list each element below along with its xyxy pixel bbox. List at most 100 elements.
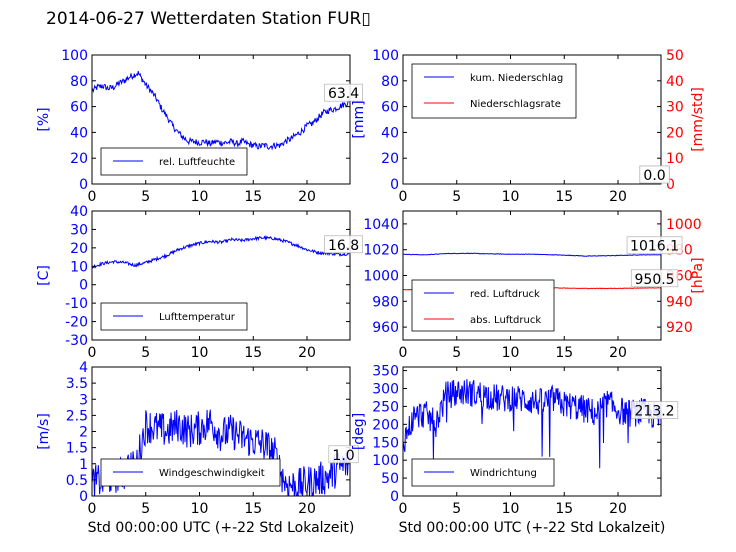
series-line	[92, 409, 350, 496]
y-tick-label: 100	[372, 453, 399, 469]
y-tick-label: 980	[372, 294, 399, 310]
x-tick-label: 15	[555, 501, 573, 517]
y-tick-label: 0	[79, 177, 88, 193]
value-box	[626, 236, 683, 255]
y-tick-label: 1	[79, 457, 88, 473]
y-tick-label: 0	[79, 489, 88, 505]
series-group	[92, 409, 350, 496]
y-tick-label: 2.5	[66, 408, 88, 424]
y-tick-label-right: 50	[666, 48, 684, 64]
y-tick-label: 50	[381, 471, 399, 487]
y-axis-label-right: [hPa]	[690, 257, 706, 293]
y-axis-label: [%]	[36, 107, 52, 131]
legend: Lufttemperatur	[100, 302, 248, 331]
x-axis-label: Std 00:00:00 UTC (+-22 Std Lokalzeit)	[88, 520, 355, 536]
value-box	[630, 401, 679, 420]
y-tick-label: 2	[79, 425, 88, 441]
x-tick-label: 20	[298, 189, 316, 205]
x-tick-label: 10	[502, 189, 520, 205]
y-tick-label: 40	[381, 125, 399, 141]
x-tick-label: 10	[502, 501, 520, 517]
y-tick-label: 10	[70, 259, 88, 275]
series-line	[403, 379, 661, 469]
x-axis-label: Std 00:00:00 UTC (+-22 Std Lokalzeit)	[399, 520, 666, 536]
legend-box	[411, 279, 555, 332]
y-tick-label: 40	[70, 125, 88, 141]
x-tick-label: 5	[452, 501, 461, 517]
value-box	[324, 235, 363, 254]
x-tick-label: 0	[88, 345, 97, 361]
y-tick-label: 0	[79, 278, 88, 294]
axes-frame	[402, 366, 662, 497]
figure-title: 2014-06-27 Wetterdaten Station FUR▯	[46, 9, 371, 29]
y-tick-label: 80	[70, 74, 88, 90]
legend: red. Luftdruck abs. Luftdruck	[411, 279, 555, 332]
subplot-1: 0 5 10 15 20 0 20 40 60 80 100 [%] 63.4 rel. Luftfeuc…	[36, 48, 363, 205]
y-tick-label-right: 40	[666, 74, 684, 90]
legend-label: kum. Niederschlag	[470, 73, 563, 84]
value-label: 63.4	[328, 86, 359, 102]
y-tick-label: 1000	[363, 269, 399, 285]
y-tick-label: 0	[390, 177, 399, 193]
y-tick-label: 20	[381, 151, 399, 167]
legend: Windrichtung	[411, 458, 555, 487]
y-tick-label: 200	[372, 417, 399, 433]
series-line	[92, 234, 350, 269]
value-label: 1.0	[332, 448, 354, 464]
y-tick-label: 4	[79, 360, 88, 376]
subplot-4: 0510152096098010001020104092094096098010…	[363, 210, 706, 361]
value-box	[639, 165, 670, 184]
value-box	[630, 269, 679, 288]
series-line	[92, 70, 350, 151]
legend-label: red. Luftdruck	[470, 289, 540, 300]
y-tick-label: 350	[372, 364, 399, 380]
y-tick-label-right: 1000	[666, 217, 702, 233]
x-tick-label: 5	[452, 189, 461, 205]
subplot-3: 0 5 10 15 20 -30 -20 -10 0 10 20 30 40 [C] 16.8 Lufttem…	[36, 204, 363, 361]
y-tick-label: 250	[372, 399, 399, 415]
y-tick-label: 30	[70, 222, 88, 238]
y-axis-label: [m/s]	[36, 413, 52, 450]
axes-frame	[91, 210, 351, 341]
x-tick-label: 0	[88, 189, 97, 205]
y-tick-label: 0.5	[66, 473, 88, 489]
x-tick-label: 10	[191, 189, 209, 205]
series-group	[92, 70, 350, 151]
y-tick-label: 960	[372, 320, 399, 336]
x-tick-label: 20	[609, 189, 627, 205]
y-tick-label: 300	[372, 382, 399, 398]
x-tick-label: 15	[244, 345, 262, 361]
axes-frame	[91, 54, 351, 185]
y-tick-label: 80	[381, 74, 399, 90]
subplot-5: 0 5 10 15 20 00.511.522.533.54 [m/s] Std 00:00:…	[36, 360, 359, 536]
legend-label: Windrichtung	[470, 468, 537, 479]
legend-label: rel. Luftfeuchte	[159, 157, 235, 168]
x-tick-label: 20	[298, 345, 316, 361]
y-tick-label: 20	[70, 241, 88, 257]
series-group	[403, 379, 661, 469]
y-tick-label: 0	[390, 489, 399, 505]
legend: Windgeschwindigkeit	[100, 458, 281, 487]
y-tick-label: 60	[381, 100, 399, 116]
y-axis-label: [mm]	[351, 100, 367, 138]
value-label: 1016.1	[630, 239, 679, 255]
y-tick-label: 1040	[363, 217, 399, 233]
x-tick-label: 15	[244, 189, 262, 205]
x-tick-label: 15	[555, 189, 573, 205]
x-tick-label: 20	[609, 345, 627, 361]
y-tick-label-right: 940	[666, 294, 693, 310]
y-tick-label: 150	[372, 435, 399, 451]
x-tick-label: 15	[555, 345, 573, 361]
x-tick-label: 0	[88, 501, 97, 517]
x-tick-label: 10	[191, 345, 209, 361]
x-tick-label: 20	[298, 501, 316, 517]
x-tick-label: 5	[141, 345, 150, 361]
y-tick-label: -20	[65, 315, 88, 331]
legend-label: Niederschlagsrate	[470, 99, 561, 110]
y-tick-label: 3	[79, 392, 88, 408]
y-tick-label: 60	[70, 100, 88, 116]
y-tick-label-right: 920	[666, 320, 693, 336]
subplot-2: 0 5 10 15 20 0 20 40 60 80 100 0 10 20 30 40 50 [mm] [mm/s…	[351, 48, 706, 205]
y-tick-label: -10	[65, 296, 88, 312]
